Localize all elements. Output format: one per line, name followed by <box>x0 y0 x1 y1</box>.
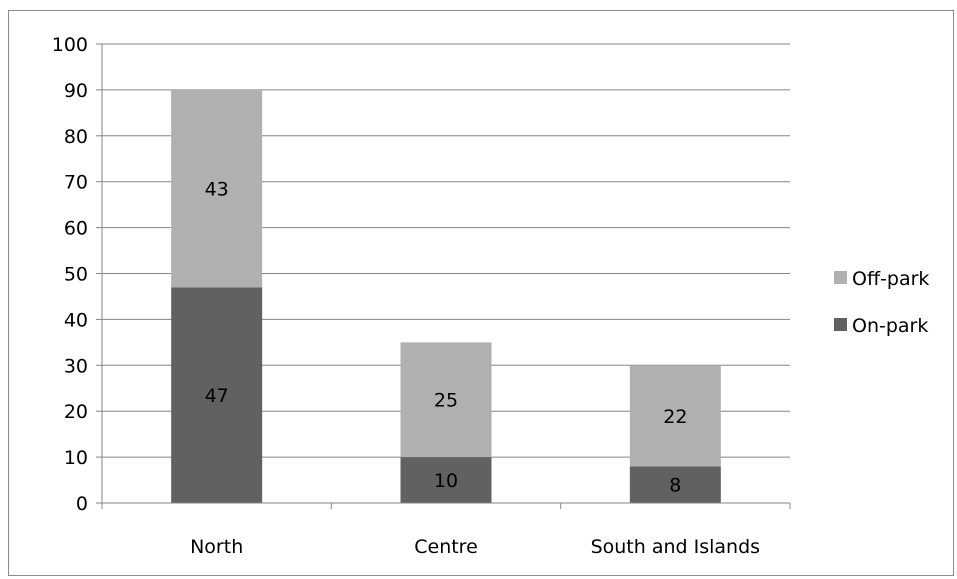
y-tick-label: 90 <box>64 80 88 102</box>
y-tick-label: 60 <box>64 218 88 240</box>
bar-on-park <box>400 457 492 503</box>
y-tick-label: 10 <box>64 447 88 469</box>
data-label: 43 <box>205 179 229 201</box>
bar-off-park <box>171 89 263 288</box>
legend-swatch <box>834 318 847 331</box>
x-tick-label: South and Islands <box>591 536 760 558</box>
y-tick-label: 100 <box>52 34 88 56</box>
data-label: 10 <box>434 470 458 492</box>
legend-swatch <box>834 271 847 284</box>
y-tick-label: 0 <box>76 493 88 515</box>
x-tick-label: North <box>190 536 243 558</box>
y-tick-label: 20 <box>64 401 88 423</box>
y-tick-label: 40 <box>64 309 88 331</box>
legend-label: On-park <box>852 315 928 337</box>
data-label: 47 <box>205 385 229 407</box>
x-axis: North Centre South and Islands <box>101 502 791 558</box>
x-tick-label: Centre <box>414 536 478 558</box>
data-label: 8 <box>669 475 681 497</box>
y-tick-label: 80 <box>64 126 88 148</box>
bar-off-park <box>629 365 721 467</box>
legend: Off-park On-park <box>834 268 929 337</box>
bar-on-park <box>629 466 721 503</box>
legend-label: Off-park <box>852 268 929 290</box>
y-tick-label: 70 <box>64 172 88 194</box>
bar-off-park <box>400 342 492 458</box>
y-tick-label: 30 <box>64 355 88 377</box>
bars: 47 43 10 25 8 22 <box>171 89 721 503</box>
bar-on-park <box>171 287 263 503</box>
data-label: 25 <box>434 390 458 412</box>
data-label: 22 <box>663 406 687 428</box>
y-axis: 0 10 20 30 40 50 60 70 80 90 100 <box>52 34 103 515</box>
y-tick-label: 50 <box>64 264 88 286</box>
